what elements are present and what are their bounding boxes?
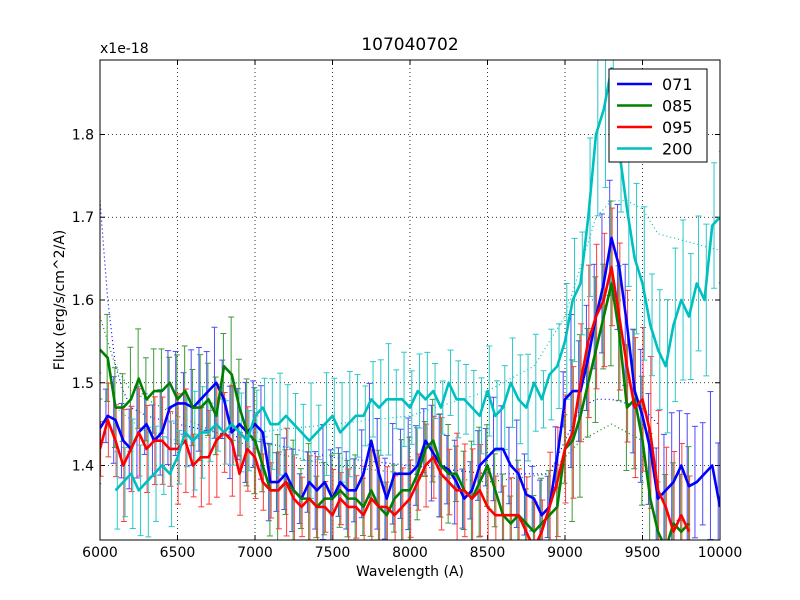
legend-label: 085: [662, 97, 693, 116]
axis-ticks: 6000 6500 7000 7500 8000 8500 9000 9500 10000 1.4…: [72, 60, 743, 561]
x-tick-label: 6500: [160, 545, 196, 561]
y-tick-label: 1.4: [72, 459, 94, 475]
x-tick-label: 7500: [315, 545, 351, 561]
plot-frame: [99, 59, 721, 541]
y-tick-label: 1.6: [72, 293, 94, 309]
x-tick-label: 7000: [237, 545, 273, 561]
series-line-095: [100, 265, 691, 540]
chart-title: 107040702: [361, 35, 458, 55]
x-axis-label: Wavelength (A): [356, 564, 464, 580]
series-line-071: [100, 236, 720, 517]
y-axis-label: Flux (erg/s/cm^2/A): [52, 230, 68, 370]
legend: 071 085 095 200: [608, 68, 708, 163]
legend-label: 071: [662, 75, 693, 94]
x-tick-label: 8500: [470, 545, 506, 561]
model-curve: [100, 200, 659, 475]
series-line-085: [100, 282, 690, 540]
data-series: [100, 60, 720, 540]
y-tick-label: 1.7: [72, 210, 94, 226]
offset-label: x1e-18: [100, 41, 149, 57]
y-tick-label: 1.5: [72, 376, 94, 392]
x-tick-label: 9500: [625, 545, 661, 561]
model-curves: [100, 200, 720, 483]
legend-label: 095: [662, 118, 693, 137]
x-tick-label: 10000: [698, 545, 743, 561]
y-tick-label: 1.8: [72, 127, 94, 143]
x-tick-label: 9000: [547, 545, 583, 561]
x-tick-label: 8000: [392, 545, 428, 561]
x-tick-label: 6000: [82, 545, 118, 561]
legend-label: 200: [662, 140, 693, 159]
